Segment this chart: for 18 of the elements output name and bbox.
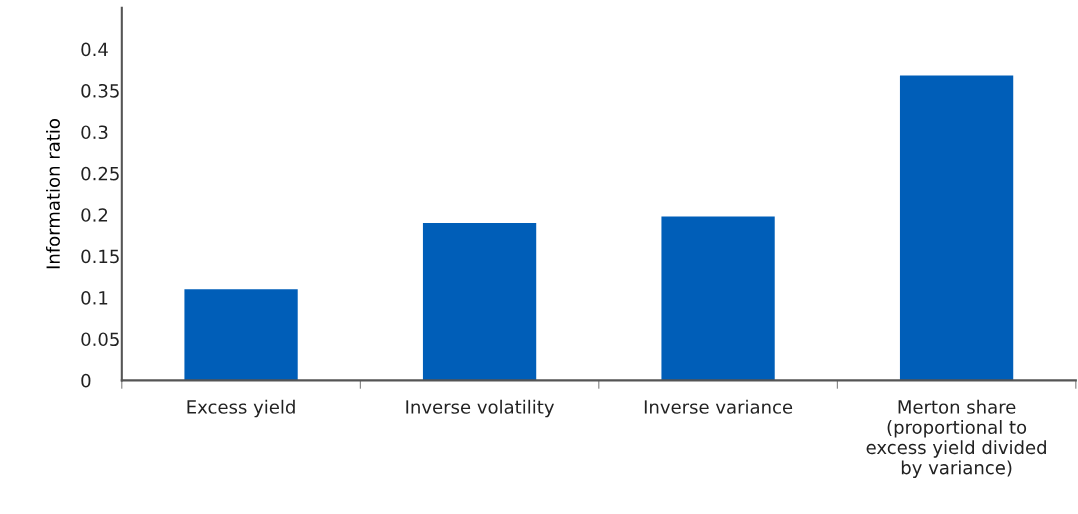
- y-tick-label: 0.05: [81, 332, 119, 347]
- y-tick-label: 0.1: [81, 291, 108, 305]
- bar: [899, 75, 1014, 381]
- x-tick-label: Inverse volatility: [406, 399, 555, 418]
- y-tick-label: 0.15: [81, 249, 119, 264]
- y-tick-label: 0.25: [81, 166, 119, 181]
- y-tick-label: 0.2: [81, 208, 108, 222]
- y-tick-label: 0.4: [81, 42, 108, 57]
- x-tick-label: Excess yield: [187, 399, 295, 418]
- x-tick-label: Merton share (proportional to excess yield divided by variance): [866, 399, 1046, 478]
- bar: [661, 216, 775, 381]
- x-tick-label: Inverse variance: [644, 399, 793, 414]
- y-axis-title: Information ratio: [46, 119, 60, 269]
- y-tick-label: 0.35: [81, 83, 119, 98]
- bar: [422, 223, 537, 381]
- y-tick-label: 0.3: [81, 125, 108, 140]
- y-tick-label: 0: [81, 373, 91, 388]
- bar: [184, 289, 298, 381]
